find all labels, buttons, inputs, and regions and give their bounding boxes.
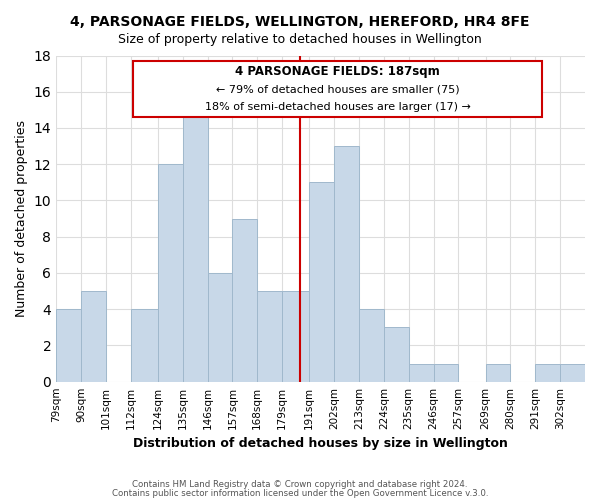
Bar (485, 364, 511, 382)
Text: Size of property relative to detached houses in Wellington: Size of property relative to detached ho… (118, 32, 482, 46)
Text: Contains HM Land Registry data © Crown copyright and database right 2024.: Contains HM Land Registry data © Crown c… (132, 480, 468, 489)
Bar (309, 182, 334, 382)
Bar (257, 291, 282, 382)
Bar (560, 364, 585, 382)
Bar (409, 364, 434, 382)
Text: 4 PARSONAGE FIELDS: 187sqm: 4 PARSONAGE FIELDS: 187sqm (235, 64, 440, 78)
X-axis label: Distribution of detached houses by size in Wellington: Distribution of detached houses by size … (133, 437, 508, 450)
Bar (232, 218, 257, 382)
Bar (208, 273, 232, 382)
Text: 18% of semi-detached houses are larger (17) →: 18% of semi-detached houses are larger (… (205, 102, 470, 112)
Bar (183, 110, 208, 382)
Bar (434, 364, 458, 382)
FancyBboxPatch shape (133, 61, 542, 117)
Text: Contains public sector information licensed under the Open Government Licence v.: Contains public sector information licen… (112, 489, 488, 498)
Text: ← 79% of detached houses are smaller (75): ← 79% of detached houses are smaller (75… (216, 84, 460, 94)
Bar (81, 291, 106, 382)
Bar (56, 309, 81, 382)
Bar (334, 146, 359, 382)
Bar (158, 164, 183, 382)
Bar (131, 309, 158, 382)
Bar (359, 309, 384, 382)
Text: 4, PARSONAGE FIELDS, WELLINGTON, HEREFORD, HR4 8FE: 4, PARSONAGE FIELDS, WELLINGTON, HEREFOR… (70, 15, 530, 29)
Bar (282, 291, 309, 382)
Bar (384, 328, 409, 382)
Y-axis label: Number of detached properties: Number of detached properties (15, 120, 28, 317)
Bar (535, 364, 560, 382)
